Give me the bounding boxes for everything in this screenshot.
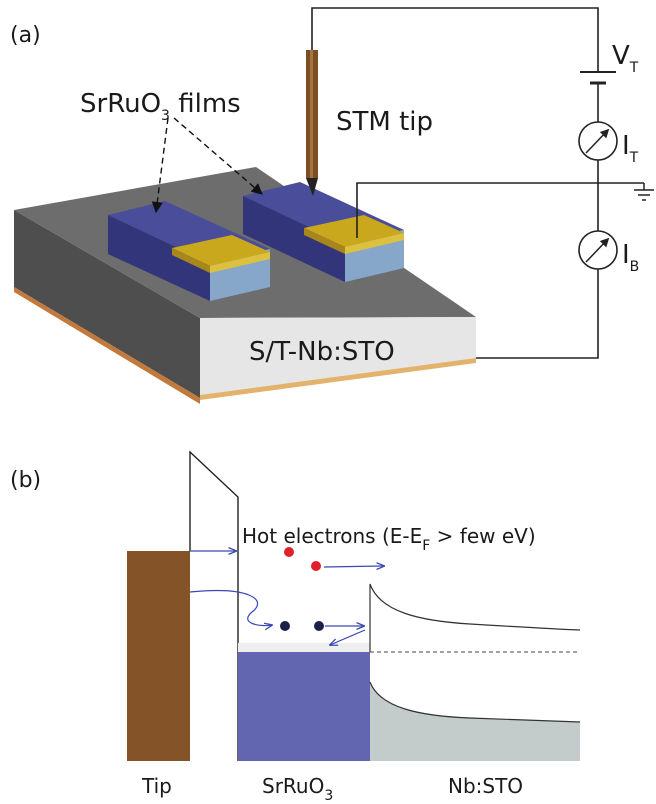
cold-electron-2 (314, 621, 324, 631)
srruo3-film-left (108, 201, 270, 301)
stm-tip-highlight (310, 50, 313, 178)
panel-a-label: (a) (10, 23, 41, 48)
nbsto-valence-band (370, 682, 580, 761)
ground-icon (634, 183, 654, 201)
wire-pad-to-ground (356, 182, 644, 238)
nbsto-conduction-band (369, 583, 581, 652)
wire-tip-to-battery (311, 7, 599, 72)
circuit (311, 7, 654, 359)
gold-pad-right-front (345, 233, 404, 254)
hot-electron-2 (311, 561, 321, 571)
srruo3-band (238, 652, 370, 761)
film-right-side (243, 196, 345, 282)
substrate-label: S/T-Nb:STO (249, 337, 395, 367)
stm-tip-label: STM tip (336, 107, 433, 137)
srruo3-axis-label: SrRuO3 (262, 774, 333, 804)
substrate-back-electrode (200, 358, 476, 400)
it-label: IT (622, 131, 639, 166)
substrate-left-electrode (14, 287, 200, 404)
hot-electron-1 (284, 547, 294, 557)
panel-b: (b) Hot electrons (E-EF > few eV) Tip Sr… (10, 450, 581, 804)
gold-pad-left-side (172, 248, 210, 273)
films-label: SrRuO3 films (80, 89, 241, 124)
tunnel-barrier (189, 450, 239, 761)
ib-label: IB (622, 240, 639, 275)
tip-axis-label: Tip (141, 774, 172, 798)
stm-tip-apex (306, 178, 318, 196)
films-pointer-left (151, 117, 169, 214)
tunneling-path-arrow (189, 589, 272, 626)
hot-electrons-label: Hot electrons (E-EF > few eV) (242, 524, 536, 554)
substrate-front-face (200, 317, 476, 395)
hot-electron-transport-arrow (323, 566, 384, 567)
gold-pad-left-top (172, 235, 270, 266)
stm-tip (306, 50, 318, 196)
tip-band-block (127, 551, 190, 761)
panel-a: (a) (10, 7, 654, 404)
substrate-left-face (14, 210, 200, 398)
vt-label: VT (612, 41, 639, 76)
nbsto-valence-edge (369, 681, 581, 723)
film-left-side (108, 215, 210, 301)
gold-pad-left-front (210, 252, 270, 273)
gold-pad-right-top (304, 215, 404, 247)
cold-electron-reflected-arrow (330, 629, 366, 645)
nbsto-axis-label: Nb:STO (448, 774, 523, 798)
cold-electron-1 (280, 621, 290, 631)
ammeter-ib-needle (585, 237, 610, 263)
gold-pad-right-side (304, 228, 345, 254)
wire-ib-to-substrate (476, 269, 599, 359)
panel-b-label: (b) (10, 468, 41, 493)
srruo3-film-right (243, 182, 404, 282)
srruo3-fermi-smear (238, 643, 370, 652)
ammeter-it-needle (585, 128, 610, 154)
